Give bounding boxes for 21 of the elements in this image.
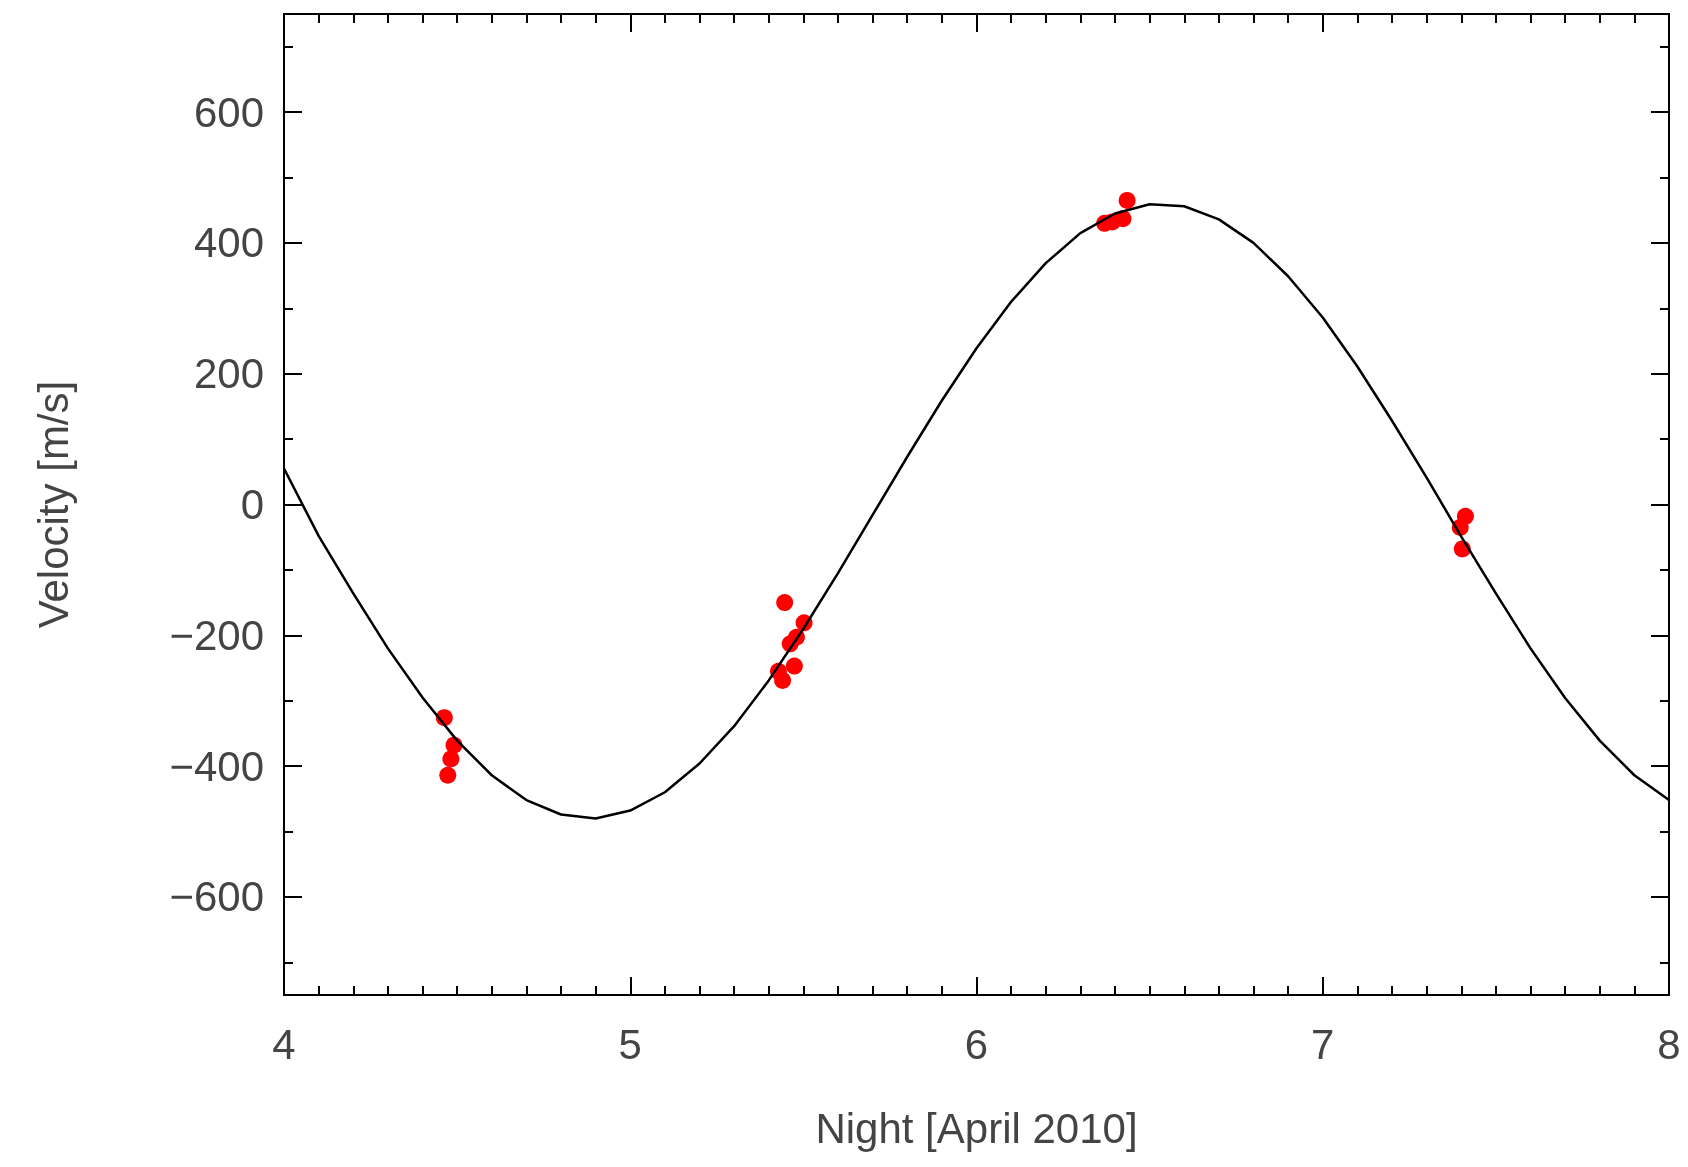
x-tick-label: 4: [272, 1020, 296, 1068]
y-tick-label: −400: [169, 742, 264, 790]
x-axis-title: Night [April 2010]: [815, 1104, 1138, 1152]
y-tick-label: −200: [169, 611, 264, 659]
y-tick-label: −600: [169, 873, 264, 921]
point: [1118, 191, 1136, 209]
point: [774, 671, 792, 689]
y-tick-label: 0: [240, 481, 264, 528]
x-tick-label: 8: [1657, 1020, 1681, 1068]
point: [439, 766, 457, 784]
y-axis-title: Velocity [m/s]: [29, 380, 77, 629]
x-tick-label: 6: [964, 1020, 989, 1068]
y-tick-label: 400: [193, 219, 264, 267]
line-series: [282, 203, 1671, 820]
point: [442, 750, 460, 768]
point: [785, 657, 803, 675]
x-tick-label: 5: [618, 1020, 642, 1068]
y-tick-label: 600: [193, 88, 264, 136]
y-tick-label: 200: [193, 350, 264, 398]
x-tick-label: 7: [1311, 1020, 1335, 1068]
point: [776, 594, 794, 612]
